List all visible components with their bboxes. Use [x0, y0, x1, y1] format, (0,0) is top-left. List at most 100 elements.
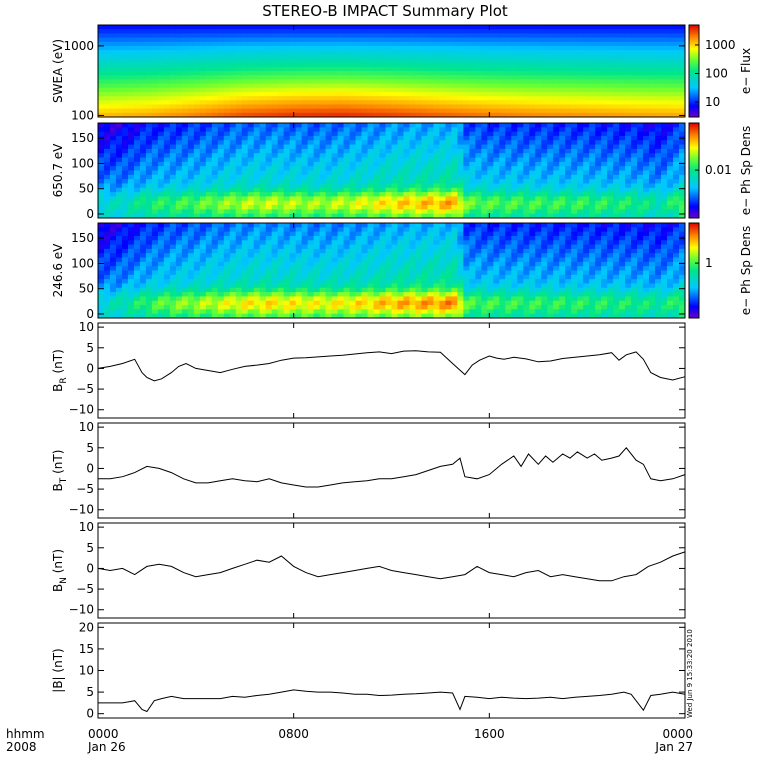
- pad246-cell: [253, 244, 261, 250]
- pad650-cell: [397, 157, 405, 163]
- pad246-cell: [253, 274, 261, 280]
- swea-cell: [199, 108, 207, 114]
- swea-cell: [523, 25, 530, 30]
- pad650-cell: [301, 213, 309, 218]
- pad650-cell: [283, 179, 291, 185]
- swea-cell: [547, 83, 554, 89]
- pad650-cell: [373, 131, 381, 137]
- swea-cell: [613, 108, 620, 114]
- swea-cell: [319, 112, 327, 117]
- swea-cell: [493, 54, 500, 60]
- swea-cell: [613, 58, 620, 64]
- pad650-cell: [409, 166, 417, 172]
- pad650-cell: [211, 183, 219, 189]
- swea-cell: [277, 54, 285, 60]
- pad650-cell: [619, 123, 626, 128]
- swea-cell: [283, 96, 291, 101]
- pad650-cell: [355, 166, 363, 172]
- pad650-cell: [163, 140, 171, 146]
- pad246-cell: [199, 279, 207, 285]
- swea-cell: [637, 83, 644, 89]
- swea-cell: [613, 104, 620, 110]
- pad650-cell: [517, 179, 524, 185]
- swea-cell: [265, 100, 273, 106]
- pad650-cell: [655, 205, 662, 210]
- pad246-cell: [133, 292, 141, 298]
- swea-cell: [379, 62, 387, 68]
- pad650-cell: [595, 157, 602, 163]
- pad650-cell: [409, 213, 417, 218]
- pad650-cell: [98, 213, 105, 218]
- pad246-cell: [241, 244, 249, 250]
- pad650-cell: [367, 196, 375, 202]
- swea-cell: [337, 33, 345, 39]
- pad246-cell: [127, 231, 135, 237]
- pad650-cell: [415, 123, 423, 128]
- pad650-cell: [337, 135, 345, 141]
- pad246-cell: [109, 227, 117, 233]
- swea-cell: [217, 96, 225, 101]
- swea-cell: [535, 58, 542, 64]
- pad650-cell: [631, 179, 638, 185]
- swea-cell: [283, 87, 291, 93]
- pad650-cell: [439, 131, 447, 137]
- pad650-cell: [163, 196, 171, 202]
- swea-cell: [583, 66, 590, 72]
- swea-cell: [367, 112, 375, 117]
- swea-cell: [163, 25, 171, 30]
- pad246-cell: [151, 266, 159, 272]
- pad650-cell: [463, 123, 470, 128]
- pad246-cell: [115, 240, 123, 246]
- pad650-cell: [115, 161, 123, 167]
- swea-cell: [565, 58, 572, 64]
- swea-cell: [193, 87, 201, 93]
- swea-cell: [211, 87, 219, 93]
- pad650-cell: [325, 144, 333, 150]
- pad650-cell: [565, 140, 572, 146]
- pad650-cell: [187, 148, 195, 154]
- pad246-cell: [163, 274, 171, 280]
- pad650-cell: [259, 170, 267, 176]
- pad650-cell: [385, 209, 393, 215]
- pad650-cell: [259, 123, 267, 128]
- swea-cell: [535, 66, 542, 72]
- swea-cell: [235, 104, 243, 110]
- pad650-cell: [673, 123, 680, 128]
- pad650-cell: [157, 213, 165, 218]
- pad650-cell: [607, 144, 614, 150]
- pad246-cell: [217, 261, 225, 267]
- swea-cell: [535, 87, 542, 93]
- pad650-cell: [661, 153, 668, 159]
- pad650-cell: [655, 144, 662, 150]
- pad650-cell: [589, 153, 596, 159]
- swea-cell: [607, 91, 614, 97]
- pad650-cell: [457, 166, 464, 172]
- pad650-cell: [499, 127, 506, 133]
- swea-cell: [583, 33, 590, 39]
- pad650-cell: [277, 148, 285, 154]
- swea-cell: [355, 33, 363, 39]
- swea-cell: [667, 41, 674, 47]
- swea-cell: [487, 29, 494, 34]
- swea-cell: [547, 91, 554, 97]
- pad650-cell: [373, 148, 381, 154]
- swea-cell: [217, 91, 225, 97]
- swea-cell: [589, 66, 596, 72]
- pad650-cell: [451, 157, 458, 163]
- pad650-cell: [169, 123, 177, 128]
- swea-cell: [313, 29, 321, 34]
- swea-cell: [511, 91, 518, 97]
- swea-cell: [541, 112, 548, 117]
- pad650-cell: [655, 131, 662, 137]
- pad650-cell: [475, 153, 482, 159]
- swea-cell: [505, 108, 512, 114]
- swea-cell: [187, 108, 195, 114]
- pad650-cell: [133, 144, 141, 150]
- swea-cell: [343, 91, 351, 97]
- swea-cell: [583, 100, 590, 106]
- pad650-cell: [205, 157, 213, 163]
- swea-cell: [151, 41, 159, 47]
- pad650-cell: [409, 183, 417, 189]
- pad650-cell: [637, 209, 644, 215]
- swea-cell: [349, 96, 357, 101]
